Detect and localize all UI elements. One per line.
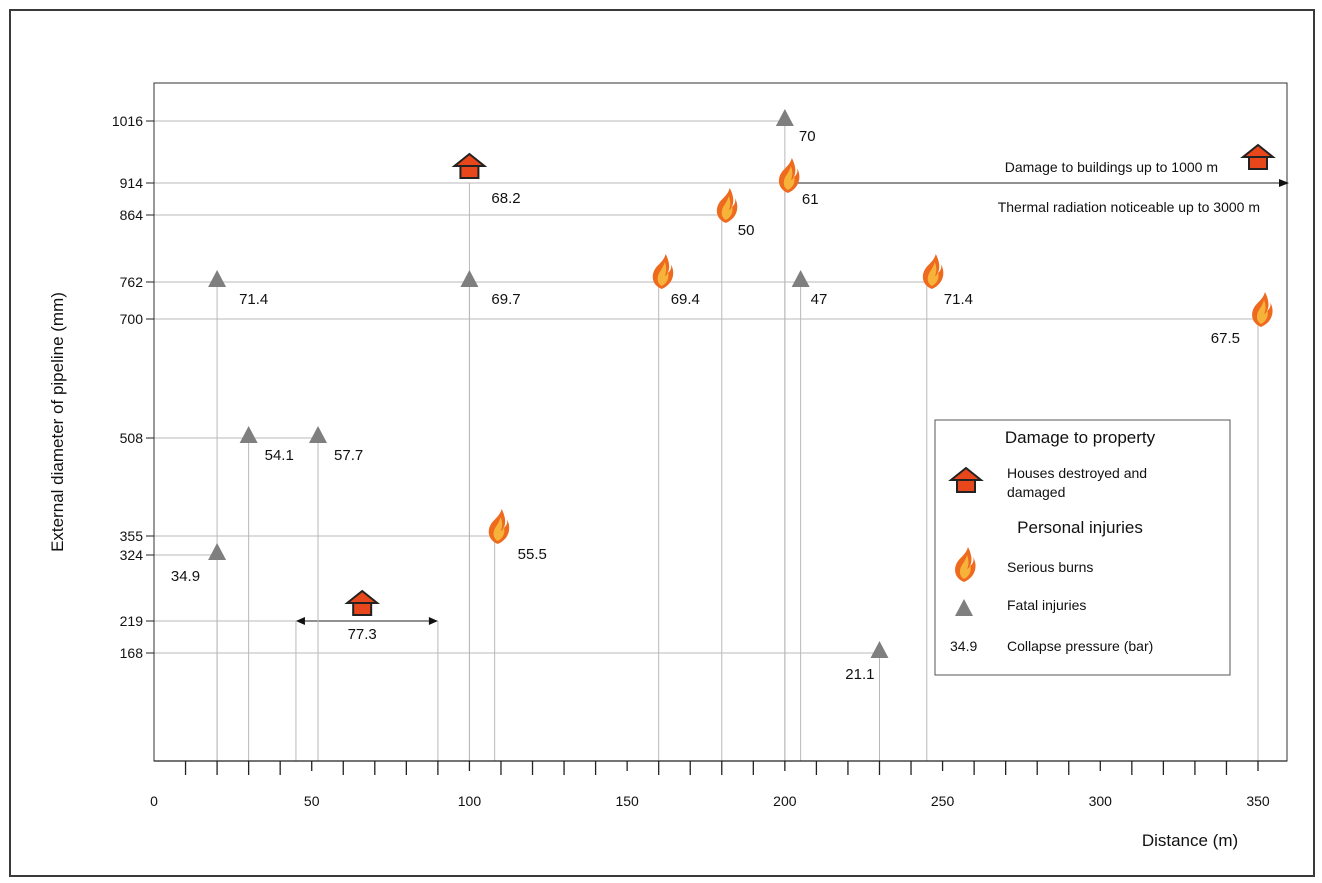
y-tick-label: 219 bbox=[120, 613, 144, 629]
house-marker bbox=[451, 152, 488, 179]
y-axis: 168 219 324 355 508 700 762 864 914 1016 bbox=[112, 113, 154, 661]
legend-fatal: Fatal injuries bbox=[1007, 597, 1086, 613]
legend-flame-marker bbox=[955, 547, 976, 582]
value-label: 50 bbox=[738, 222, 755, 239]
triangle-marker bbox=[791, 270, 810, 287]
y-tick-label: 508 bbox=[120, 430, 144, 446]
y-tick-label: 355 bbox=[120, 528, 144, 544]
value-label: 71.4 bbox=[239, 291, 268, 308]
value-label: 70 bbox=[799, 128, 816, 145]
flame-marker bbox=[922, 254, 944, 289]
range-arrowhead-right bbox=[428, 617, 438, 625]
y-tick-label: 1016 bbox=[112, 113, 143, 129]
house-marker bbox=[344, 589, 381, 616]
triangle-marker bbox=[775, 109, 794, 126]
y-tick-label: 324 bbox=[120, 547, 144, 563]
value-label: 21.1 bbox=[845, 666, 874, 683]
legend-houses-line2: damaged bbox=[1007, 484, 1065, 500]
value-label: 34.9 bbox=[171, 568, 200, 585]
flame-marker bbox=[716, 188, 738, 223]
x-tick-label: 200 bbox=[773, 793, 797, 809]
legend-house-icon bbox=[948, 466, 984, 493]
guide-lines bbox=[154, 120, 1259, 761]
y-tick-label: 914 bbox=[120, 175, 144, 191]
value-labels: 68.2 77.3 61 50 69.4 71.4 67.5 55.5 70 71.4 69.7 47… bbox=[171, 128, 1240, 683]
flame-inner bbox=[493, 517, 505, 541]
value-label: 61 bbox=[802, 191, 819, 208]
x-tick-label: 150 bbox=[615, 793, 639, 809]
legend-burns: Serious burns bbox=[1007, 559, 1093, 575]
legend-house-marker bbox=[948, 466, 984, 493]
damage-range-arrowhead bbox=[1279, 179, 1289, 187]
x-tick-label: 300 bbox=[1089, 793, 1113, 809]
x-tick-label: 100 bbox=[458, 793, 482, 809]
chart-marks bbox=[208, 109, 1276, 658]
flame-inner bbox=[783, 166, 795, 190]
triangle-marker bbox=[460, 270, 479, 287]
value-label: 55.5 bbox=[518, 546, 547, 563]
flame-inner bbox=[927, 262, 939, 286]
value-label: 68.2 bbox=[491, 190, 520, 207]
y-tick-label: 168 bbox=[120, 645, 144, 661]
triangle-marker bbox=[239, 426, 258, 443]
x-tick-label: 0 bbox=[150, 793, 158, 809]
flame-inner bbox=[1256, 300, 1268, 324]
value-label: 71.4 bbox=[944, 291, 973, 308]
legend-flame-icon bbox=[955, 547, 976, 582]
value-label: 67.5 bbox=[1211, 330, 1240, 347]
legend-title-property: Damage to property bbox=[1005, 428, 1156, 447]
legend-pressure-example: 34.9 bbox=[950, 638, 977, 654]
value-label: 77.3 bbox=[348, 626, 377, 643]
legend-pressure-text: Collapse pressure (bar) bbox=[1007, 638, 1153, 654]
value-label: 57.7 bbox=[334, 447, 363, 464]
legend: Damage to property Houses destroyed and … bbox=[934, 419, 1231, 676]
x-tick-label: 50 bbox=[304, 793, 320, 809]
triangle-marker bbox=[870, 641, 889, 658]
y-tick-label: 864 bbox=[120, 207, 144, 223]
flame-marker bbox=[1252, 292, 1273, 327]
value-label: 54.1 bbox=[265, 447, 294, 464]
x-tick-label: 250 bbox=[931, 793, 955, 809]
value-label: 47 bbox=[811, 291, 828, 308]
x-axis-title: Distance (m) bbox=[1142, 831, 1238, 850]
flame-marker bbox=[488, 509, 510, 544]
flame-inner bbox=[959, 555, 971, 579]
triangle-marker bbox=[208, 543, 227, 560]
flame-inner bbox=[721, 196, 733, 220]
legend-houses-line1: Houses destroyed and bbox=[1007, 465, 1147, 481]
flame-marker bbox=[652, 254, 674, 289]
flame-marker bbox=[778, 158, 800, 193]
flame-inner bbox=[657, 262, 669, 286]
x-tick-label: 350 bbox=[1246, 793, 1270, 809]
legend-title-injuries: Personal injuries bbox=[1017, 518, 1143, 537]
annotation-buildings: Damage to buildings up to 1000 m bbox=[1005, 159, 1218, 175]
y-axis-title: External diameter of pipeline (mm) bbox=[48, 292, 67, 552]
value-label: 69.7 bbox=[491, 291, 520, 308]
legend-triangle-marker bbox=[955, 599, 973, 616]
x-axis: 0 50 100 150 200 250 300 350 bbox=[150, 760, 1287, 809]
value-label: 69.4 bbox=[671, 291, 700, 308]
y-tick-label: 700 bbox=[120, 311, 144, 327]
y-tick-label: 762 bbox=[120, 274, 144, 290]
triangle-marker bbox=[309, 426, 328, 443]
annotation-thermal: Thermal radiation noticeable up to 3000 … bbox=[998, 199, 1260, 215]
triangle-marker bbox=[208, 270, 227, 287]
range-arrowhead-left bbox=[295, 617, 305, 625]
legend-box bbox=[934, 419, 1231, 676]
legend-triangle-icon bbox=[955, 599, 973, 616]
house-marker bbox=[1240, 143, 1276, 170]
